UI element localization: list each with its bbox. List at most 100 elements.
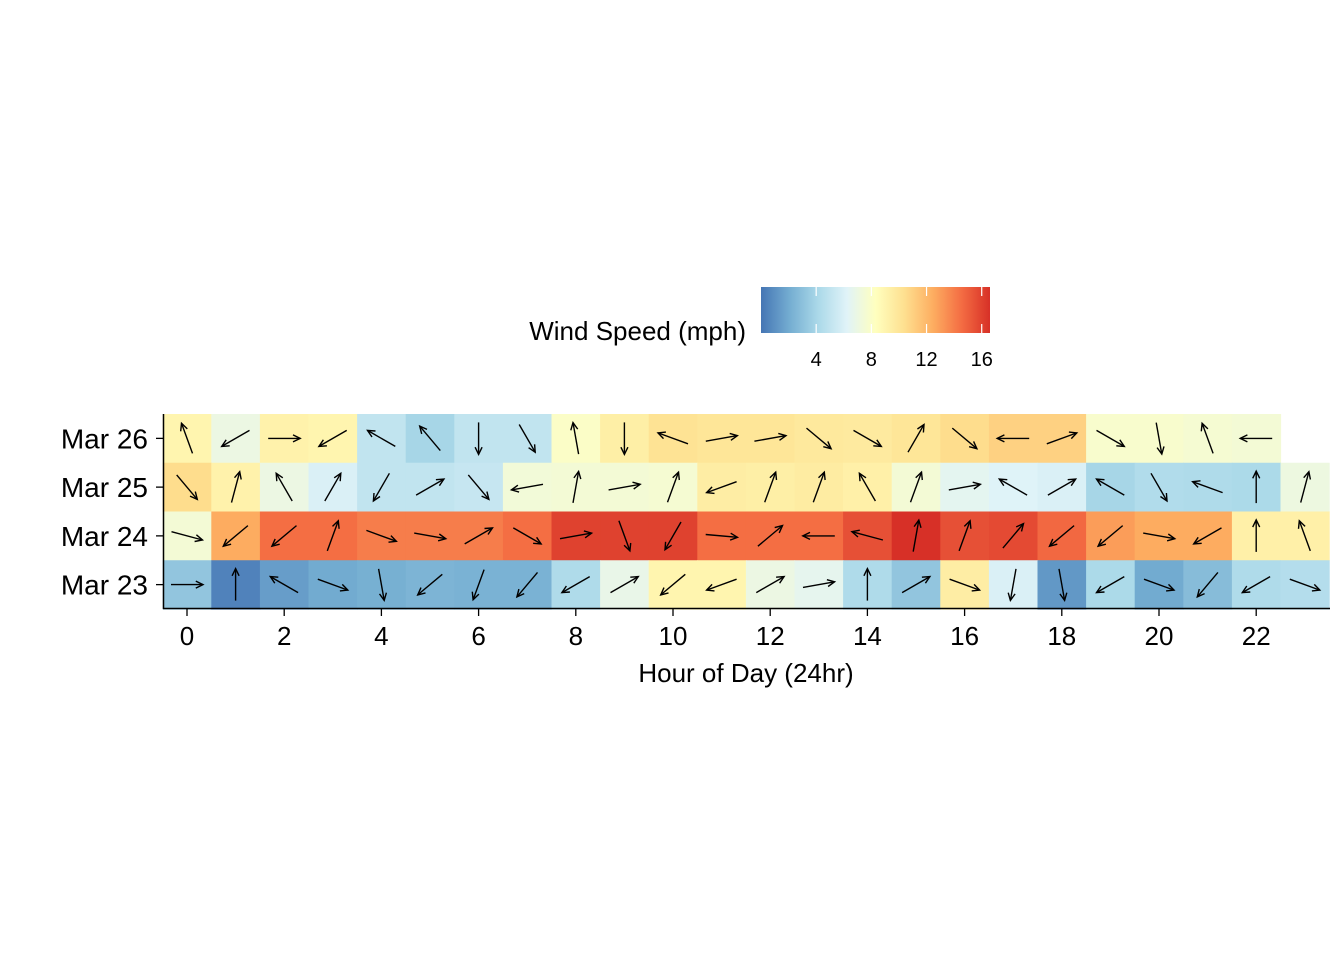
legend-title: Wind Speed (mph): [529, 316, 746, 346]
wind-direction-arrow: [180, 421, 194, 454]
x-tick-label: 6: [471, 621, 485, 651]
wind-direction-arrow: [230, 470, 242, 503]
wind-direction-arrow: [802, 579, 837, 589]
wind-direction-arrow: [620, 422, 629, 457]
y-tick-label: Mar 23: [61, 570, 148, 601]
wind-direction-arrow: [755, 575, 786, 594]
wind-direction-arrow: [705, 578, 737, 592]
wind-direction-arrow: [1095, 575, 1125, 594]
y-axis-ticks: Mar 26 Mar 25 Mar 24 Mar 23: [61, 423, 163, 601]
wind-direction-arrow: [948, 481, 982, 491]
wind-direction-arrow: [220, 429, 250, 448]
wind-direction-arrow: [1289, 578, 1322, 592]
x-tick-label: 14: [853, 621, 882, 651]
wind-direction-arrow: [909, 470, 923, 503]
legend: Wind Speed (mph) 4 8 12 16: [529, 287, 993, 371]
wind-direction-arrow: [317, 578, 350, 592]
wind-direction-arrow: [951, 427, 979, 450]
wind-direction-arrow: [801, 531, 835, 541]
wind-direction-arrow: [863, 566, 872, 601]
wind-direction-arrow: [664, 521, 682, 552]
x-tick-label: 4: [374, 621, 388, 651]
wind-direction-arrow: [949, 578, 982, 592]
x-tick-label: 20: [1145, 621, 1174, 651]
wind-direction-arrow: [559, 530, 594, 540]
wind-direction-arrow: [1297, 519, 1311, 552]
wind-direction-arrow: [754, 432, 788, 442]
wind-direction-arrow: [705, 481, 737, 495]
wind-direction-arrow: [1155, 422, 1165, 456]
wind-direction-arrow: [171, 580, 205, 589]
wind-direction-arrow: [1048, 525, 1075, 548]
wind-direction-arrow: [572, 469, 582, 504]
wind-direction-arrow: [518, 424, 537, 454]
wind-direction-arrow: [415, 478, 446, 496]
wind-direction-arrow: [324, 471, 342, 502]
wind-direction-arrow: [997, 478, 1028, 496]
wind-direction-arrow: [512, 527, 543, 545]
wind-direction-arrow: [659, 573, 686, 596]
wind-direction-arrow: [618, 520, 632, 553]
wind-direction-arrow: [806, 427, 833, 450]
wind-direction-arrow: [1238, 434, 1273, 443]
wind-direction-arrow: [418, 424, 441, 452]
wind-direction-arrow: [570, 421, 580, 455]
wind-direction-arrow: [326, 519, 340, 552]
wind-direction-arrow: [858, 471, 877, 502]
legend-tick-label: 12: [915, 349, 937, 371]
wind-direction-arrow: [515, 571, 539, 599]
wind-direction-arrow: [853, 429, 883, 448]
wind-direction-arrow: [1096, 525, 1124, 548]
wind-direction-arrow: [366, 429, 396, 448]
wind-direction-arrow: [705, 432, 739, 442]
wind-direction-arrow: [1150, 472, 1168, 503]
wind-direction-arrow: [666, 470, 680, 503]
wind-direction-arrow: [1095, 478, 1125, 496]
x-tick-label: 22: [1242, 621, 1271, 651]
wind-direction-arrow: [1191, 480, 1223, 494]
wind-direction-arrow: [1143, 578, 1176, 592]
wind-direction-arrow: [366, 529, 398, 543]
wind-direction-arrow: [509, 483, 544, 493]
wind-direction-arrow: [372, 472, 391, 503]
wind-direction-arrow: [176, 474, 199, 501]
x-axis-ticks: 0 2 4 6 8 10 12 14 16 18 20 22: [180, 609, 1271, 651]
wind-arrows: [171, 421, 1322, 602]
x-tick-label: 12: [756, 621, 785, 651]
x-tick-label: 8: [569, 621, 583, 651]
legend-colorbar: [761, 287, 990, 333]
heatmap-tiles: [162, 414, 1330, 610]
wind-direction-arrow: [1047, 478, 1078, 496]
wind-direction-arrow: [1240, 575, 1271, 594]
wind-direction-arrow: [610, 575, 640, 594]
legend-tick-label: 8: [866, 349, 877, 371]
wind-direction-arrow: [560, 575, 591, 594]
wind-direction-arrow: [757, 524, 784, 547]
x-axis-title: Hour of Day (24hr): [638, 658, 853, 688]
wind-direction-arrow: [1058, 568, 1068, 602]
wind-direction-arrow: [656, 431, 689, 445]
x-tick-label: 16: [950, 621, 979, 651]
wind-direction-arrow: [275, 471, 293, 502]
wind-direction-arrow: [995, 434, 1030, 443]
x-tick-label: 10: [659, 621, 688, 651]
wind-direction-arrow: [958, 519, 972, 552]
x-tick-label: 18: [1047, 621, 1076, 651]
wind-direction-arrow: [1096, 429, 1126, 448]
wind-direction-arrow: [1046, 431, 1079, 445]
y-tick-label: Mar 26: [61, 423, 148, 454]
wind-direction-arrow: [850, 529, 884, 541]
wind-direction-arrow: [416, 573, 443, 596]
wind-direction-arrow: [1200, 421, 1214, 454]
wind-direction-arrow: [222, 525, 249, 548]
wind-direction-arrow: [377, 568, 388, 602]
wind-direction-arrow: [414, 532, 448, 542]
wind-direction-arrow: [608, 481, 642, 491]
wind-direction-arrow: [464, 527, 494, 545]
legend-tick-label: 16: [971, 349, 993, 371]
wind-direction-arrow: [171, 531, 205, 543]
wind-direction-arrow: [1300, 470, 1312, 503]
legend-tick-label: 4: [811, 349, 822, 371]
